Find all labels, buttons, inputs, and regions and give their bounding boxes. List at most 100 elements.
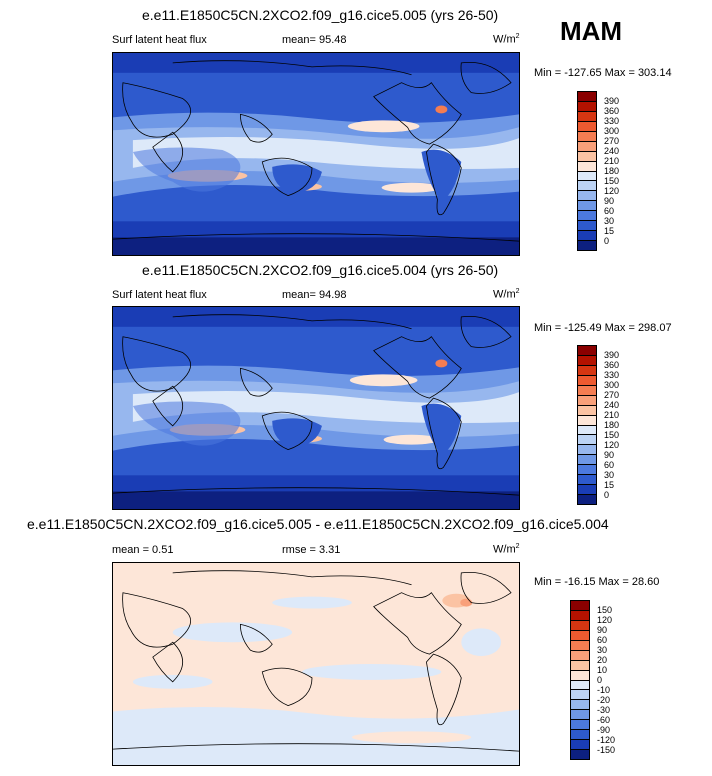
colorbar-tick-label: 390 xyxy=(604,96,620,106)
min-max-label: Min = -125.49 Max = 298.07 xyxy=(534,322,672,334)
colorbar-swatch xyxy=(578,434,596,445)
colorbar-swatch xyxy=(571,709,589,720)
colorbar-swatch xyxy=(578,404,596,415)
colorbar-swatch xyxy=(578,140,596,151)
map-latent-heat-flux-004 xyxy=(112,306,520,510)
colorbar-tick-label: 390 xyxy=(604,350,620,360)
colorbar-tick-label: 30 xyxy=(604,470,615,480)
colorbar-tick-label: 60 xyxy=(604,460,615,470)
colorbar-top-ticks: 390 360 330 300 270 240 210 180 150 120 90 60 30 15 0 xyxy=(604,91,644,251)
colorbar-swatch xyxy=(578,464,596,475)
season-label: MAM xyxy=(560,16,623,46)
colorbar-swatch xyxy=(578,130,596,141)
colorbar-swatch xyxy=(571,719,589,730)
colorbar-tick-label: 90 xyxy=(604,196,615,206)
colorbar-tick-label: 210 xyxy=(604,156,620,166)
colorbar-swatch xyxy=(578,364,596,375)
colorbar-tick-label: 210 xyxy=(604,410,620,420)
colorbar-swatch xyxy=(571,679,589,690)
colorbar-swatch xyxy=(578,240,596,250)
colorbar-top xyxy=(577,91,597,251)
panel-title: e.e11.E1850C5CN.2XCO2.f09_g16.cice5.005 … xyxy=(142,7,499,23)
colorbar-swatch xyxy=(571,739,589,750)
colorbar-tick-label: -10 xyxy=(597,685,611,695)
colorbar-swatch xyxy=(578,374,596,385)
colorbar-swatch xyxy=(578,494,596,504)
colorbar-tick-label: 90 xyxy=(604,450,615,460)
units-label: W/m2 xyxy=(493,288,520,301)
colorbar-middle-ticks: 390 360 330 300 270 240 210 180 150 120 90 60 30 15 0 xyxy=(604,345,644,505)
colorbar-swatch xyxy=(578,454,596,465)
colorbar-swatch xyxy=(578,220,596,231)
colorbar-swatch xyxy=(571,639,589,650)
colorbar-swatch xyxy=(571,659,589,670)
colorbar-difference xyxy=(570,600,590,760)
variable-label: Surf latent heat flux xyxy=(112,289,207,301)
colorbar-swatch xyxy=(578,394,596,405)
colorbar-swatch xyxy=(578,210,596,221)
colorbar-swatch xyxy=(578,190,596,201)
colorbar-tick-label: 60 xyxy=(597,635,608,645)
colorbar-tick-label: 90 xyxy=(597,625,608,635)
colorbar-tick-label: 270 xyxy=(604,390,620,400)
colorbar-swatch xyxy=(578,384,596,395)
variable-label: Surf latent heat flux xyxy=(112,34,207,46)
colorbar-tick-label: 240 xyxy=(604,146,620,156)
colorbar-tick-label: 0 xyxy=(597,675,603,685)
colorbar-swatch xyxy=(578,354,596,365)
colorbar-tick-label: -120 xyxy=(597,735,616,745)
colorbar-tick-label: 30 xyxy=(604,216,615,226)
colorbar-swatch xyxy=(578,120,596,131)
colorbar-tick-label: 300 xyxy=(604,380,620,390)
map-difference xyxy=(112,562,520,766)
colorbar-tick-label: 330 xyxy=(604,370,620,380)
units-label: W/m2 xyxy=(493,543,520,556)
colorbar-swatch xyxy=(571,609,589,620)
rmse-label: rmse = 3.31 xyxy=(282,544,341,556)
colorbar-swatch xyxy=(578,160,596,171)
colorbar-tick-label: 150 xyxy=(597,605,613,615)
colorbar-tick-label: 150 xyxy=(604,176,620,186)
colorbar-swatch xyxy=(578,92,596,101)
units-label: W/m2 xyxy=(493,33,520,46)
colorbar-swatch xyxy=(571,749,589,759)
colorbar-tick-label: 120 xyxy=(597,615,613,625)
colorbar-swatch xyxy=(578,230,596,241)
colorbar-tick-label: -60 xyxy=(597,715,611,725)
colorbar-tick-label: 240 xyxy=(604,400,620,410)
colorbar-tick-label: 60 xyxy=(604,206,615,216)
colorbar-tick-label: -90 xyxy=(597,725,611,735)
colorbar-tick-label: 300 xyxy=(604,126,620,136)
colorbar-swatch xyxy=(571,699,589,710)
colorbar-tick-label: 360 xyxy=(604,360,620,370)
mean-label: mean = 0.51 xyxy=(112,544,174,556)
colorbar-swatch xyxy=(571,689,589,700)
panel-title: e.e11.E1850C5CN.2XCO2.f09_g16.cice5.005 … xyxy=(27,516,609,532)
colorbar-swatch xyxy=(578,346,596,355)
colorbar-tick-label: 0 xyxy=(604,236,610,246)
colorbar-tick-label: 15 xyxy=(604,480,615,490)
colorbar-swatch xyxy=(578,424,596,435)
mean-label: mean= 94.98 xyxy=(282,289,347,301)
colorbar-swatch xyxy=(578,150,596,161)
colorbar-swatch xyxy=(578,484,596,495)
colorbar-tick-label: 360 xyxy=(604,106,620,116)
map-latent-heat-flux-005 xyxy=(112,52,520,256)
colorbar-swatch xyxy=(578,444,596,455)
colorbar-tick-label: -150 xyxy=(597,745,616,755)
colorbar-swatch xyxy=(578,414,596,425)
colorbar-swatch xyxy=(578,180,596,191)
colorbar-tick-label: 270 xyxy=(604,136,620,146)
colorbar-tick-label: 180 xyxy=(604,166,620,176)
colorbar-tick-label: 0 xyxy=(604,490,610,500)
colorbar-tick-label: -30 xyxy=(597,705,611,715)
mean-label: mean= 95.48 xyxy=(282,34,347,46)
colorbar-tick-label: 180 xyxy=(604,420,620,430)
colorbar-tick-label: 10 xyxy=(597,665,608,675)
panel-title: e.e11.E1850C5CN.2XCO2.f09_g16.cice5.004 … xyxy=(142,262,499,278)
colorbar-swatch xyxy=(571,649,589,660)
min-max-label: Min = -16.15 Max = 28.60 xyxy=(534,576,660,588)
colorbar-swatch xyxy=(578,200,596,211)
colorbar-swatch xyxy=(578,110,596,121)
colorbar-tick-label: 120 xyxy=(604,186,620,196)
